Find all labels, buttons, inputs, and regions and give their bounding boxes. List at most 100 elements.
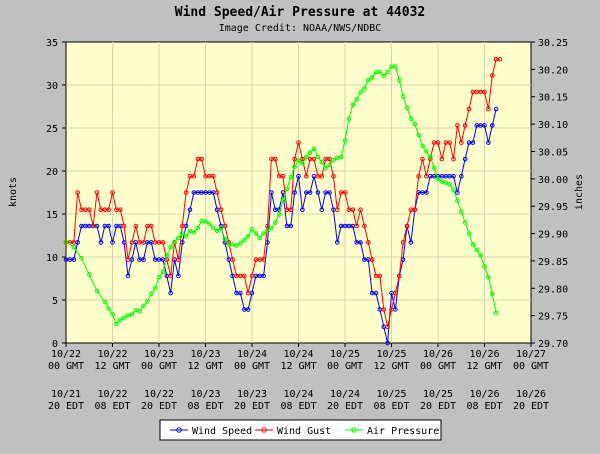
data-point-wind-gust [141, 240, 146, 245]
data-point-air-pressure [354, 97, 359, 102]
x-tick-label-edt-date: 10/22 [97, 389, 127, 400]
data-point-wind-gust [121, 223, 127, 229]
data-point-wind-gust [350, 207, 356, 212]
data-point-air-pressure [110, 312, 115, 317]
x-tick-label-gmt-date: 10/23 [144, 349, 174, 360]
data-point-wind-gust [497, 56, 503, 62]
data-point-air-pressure [327, 162, 332, 168]
legend-item-air-pressure: Air Pressure [345, 426, 439, 437]
x-tick-label-gmt-date: 10/27 [516, 349, 546, 360]
data-point-wind-gust [214, 190, 220, 195]
data-point-air-pressure [129, 312, 135, 317]
data-point-wind-gust [404, 223, 410, 229]
data-point-wind-speed [335, 240, 340, 245]
legend-item-wind-speed: Wind Speed [170, 426, 252, 437]
data-point-wind-speed [424, 190, 429, 195]
series-wind-gust [63, 56, 503, 330]
data-point-air-pressure [416, 132, 421, 138]
data-point-wind-gust [118, 207, 123, 212]
x-tick-label-edt-time: 20 EDT [420, 401, 456, 412]
x-tick-label-gmt-time: 12 GMT [280, 361, 316, 372]
data-point-wind-gust [160, 240, 166, 245]
data-point-air-pressure [118, 317, 123, 323]
y-tick-label-right: 30.10 [538, 120, 568, 131]
data-point-air-pressure [366, 78, 371, 83]
data-point-wind-gust [362, 223, 367, 229]
x-tick-label-edt-date: 10/25 [376, 389, 406, 400]
data-point-air-pressure [482, 264, 487, 269]
legend-label: Wind Gust [277, 426, 331, 437]
data-point-wind-gust [424, 173, 429, 179]
legend-swatch-marker [176, 427, 182, 433]
data-point-air-pressure [172, 239, 177, 245]
data-point-wind-gust [385, 324, 390, 330]
data-point-air-pressure [94, 288, 100, 294]
data-point-wind-gust [400, 240, 406, 245]
data-point-wind-gust [462, 123, 468, 128]
data-point-wind-gust [342, 190, 348, 195]
x-tick-label-edt-time: 08 EDT [187, 401, 223, 412]
data-point-air-pressure [486, 275, 491, 280]
data-point-wind-speed [296, 173, 301, 179]
data-point-wind-gust [183, 190, 189, 195]
data-point-air-pressure [311, 146, 317, 151]
data-point-air-pressure [288, 174, 294, 180]
data-point-air-pressure [63, 239, 69, 245]
data-point-wind-speed [358, 240, 363, 245]
y-axis-left-label: knots [8, 177, 19, 207]
data-point-wind-gust [191, 173, 197, 179]
data-point-air-pressure [269, 225, 274, 231]
data-point-air-pressure [362, 86, 367, 91]
data-point-wind-gust [358, 207, 363, 212]
data-point-air-pressure [307, 150, 313, 155]
data-point-air-pressure [385, 69, 390, 75]
data-point-air-pressure [257, 235, 263, 241]
data-point-air-pressure [292, 164, 297, 170]
data-point-wind-speed [319, 207, 325, 212]
data-point-wind-gust [265, 223, 270, 229]
data-point-air-pressure [315, 154, 321, 160]
data-point-air-pressure [71, 244, 77, 250]
data-point-air-pressure [149, 291, 154, 297]
x-tick-label-edt-time: 20 EDT [513, 401, 549, 412]
data-point-air-pressure [493, 310, 499, 316]
data-point-wind-gust [280, 173, 286, 179]
data-point-wind-gust [222, 223, 228, 229]
data-point-wind-gust [106, 207, 111, 212]
legend-label: Air Pressure [367, 426, 439, 437]
data-point-air-pressure [443, 180, 449, 185]
data-point-wind-gust [129, 240, 135, 245]
data-point-wind-speed [288, 223, 294, 229]
data-point-air-pressure [342, 138, 348, 143]
data-point-wind-speed [327, 190, 332, 195]
y-tick-label-right: 30.05 [538, 147, 568, 158]
data-point-wind-speed [373, 290, 379, 296]
data-point-air-pressure [207, 221, 212, 226]
data-point-air-pressure [242, 237, 247, 243]
data-point-air-pressure [195, 225, 201, 231]
x-tick-label-gmt-date: 10/24 [283, 349, 313, 360]
data-point-air-pressure [455, 198, 460, 203]
data-point-wind-gust [447, 140, 452, 145]
chart-title: Wind Speed/Air Pressure at 44032 [175, 5, 425, 20]
x-tick-label-gmt-date: 10/23 [190, 349, 220, 360]
x-tick-label-edt-date: 10/22 [144, 389, 174, 400]
x-tick-label-gmt-time: 00 GMT [141, 361, 177, 372]
y-tick-label-right: 29.95 [538, 202, 568, 213]
data-point-air-pressure [238, 241, 243, 246]
data-point-wind-speed [300, 207, 305, 212]
legend-box [159, 419, 442, 441]
x-tick-label-edt-date: 10/26 [516, 389, 546, 400]
y-tick-label-right: 30.15 [538, 93, 568, 104]
data-point-air-pressure [381, 73, 387, 79]
data-point-wind-speed [187, 207, 193, 212]
data-point-wind-gust [125, 257, 131, 262]
data-point-air-pressure [156, 275, 162, 280]
legend-label: Wind Speed [192, 426, 252, 437]
y-tick-label-right: 29.85 [538, 257, 568, 268]
data-point-air-pressure [431, 165, 437, 171]
data-point-wind-gust [164, 257, 170, 262]
data-point-air-pressure [214, 228, 220, 234]
data-point-wind-speed [98, 240, 104, 245]
x-tick-label-edt-date: 10/21 [51, 389, 81, 400]
